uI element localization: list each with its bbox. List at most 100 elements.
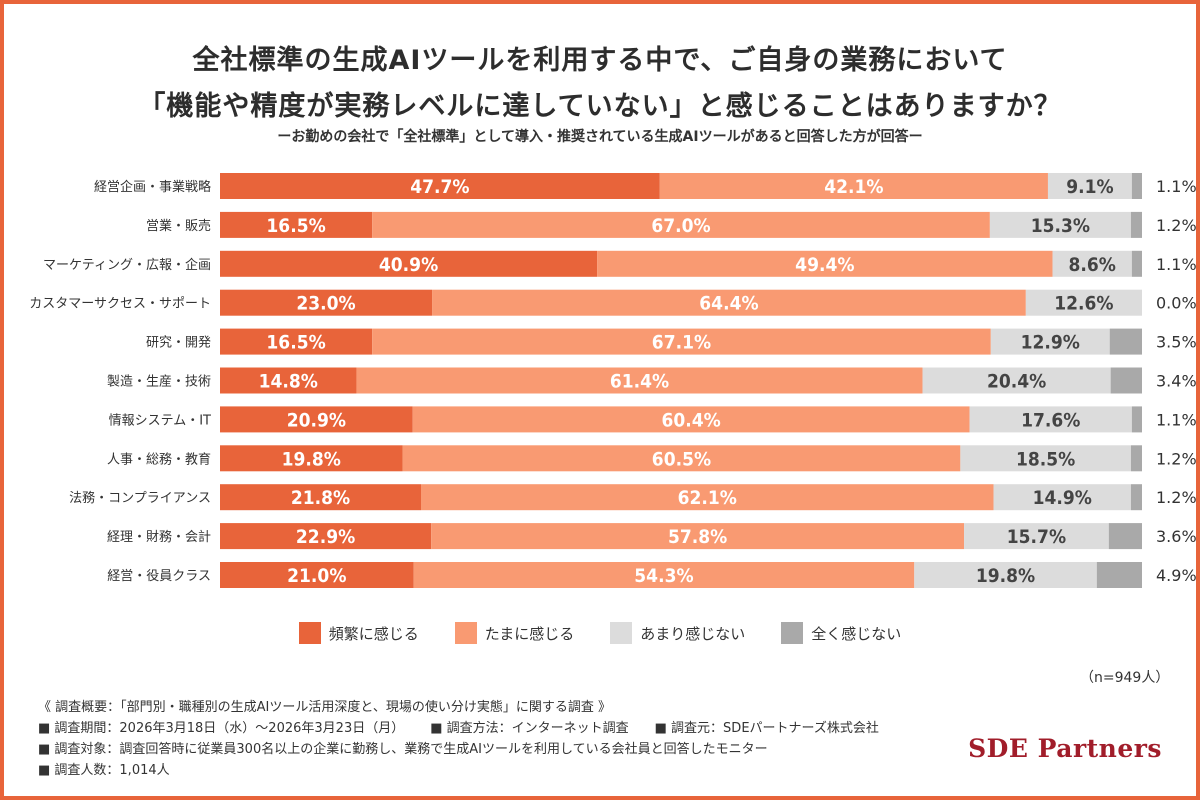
bar-segment <box>220 367 357 394</box>
bar-segment <box>990 328 1110 355</box>
bar-segment <box>420 484 994 511</box>
data-label: 57.8% <box>668 526 727 548</box>
bar-segment <box>993 484 1131 511</box>
bar-segment <box>220 250 598 277</box>
data-label: 4.9% <box>1156 566 1197 585</box>
legend-swatch <box>298 622 321 644</box>
bar-segment <box>220 523 432 550</box>
bar-segment <box>964 523 1109 550</box>
category-label: 経営・役員クラス <box>107 569 211 584</box>
bar-segment <box>960 445 1131 472</box>
category-label: 研究・開発 <box>146 336 211 351</box>
legend-swatch <box>781 622 804 644</box>
chart-title-line2: 「機能や精度が実務レベルに達していない」と感じることはありますか？ <box>138 91 1062 122</box>
data-label: 21.8% <box>291 487 350 509</box>
bar-segment <box>1110 367 1142 394</box>
data-label: 60.5% <box>652 448 711 470</box>
data-label: 16.5% <box>266 332 325 354</box>
bar-segment <box>1052 250 1132 277</box>
data-label: 16.5% <box>266 215 325 237</box>
bar-segment <box>1047 173 1132 199</box>
data-label: 47.7% <box>410 176 469 198</box>
bar-segment <box>402 445 961 472</box>
data-label: 0.0% <box>1156 294 1197 313</box>
survey-overview: 《 調査概要：「部門別・職種別の生成AIツール活用深度と、現場の使い分け実態」に… <box>38 697 879 781</box>
data-label: 20.9% <box>287 409 346 431</box>
data-label: 54.3% <box>634 565 693 587</box>
data-label: 17.6% <box>1021 409 1080 431</box>
data-label: 60.4% <box>661 409 720 431</box>
bar-segment <box>914 562 1097 588</box>
bar-segment <box>1096 562 1142 588</box>
category-label: マーケティング・広報・企画 <box>43 257 211 273</box>
data-label: 1.2% <box>1156 488 1197 507</box>
bar-segment <box>1131 406 1142 433</box>
category-label: 情報システム・IT <box>109 413 211 428</box>
data-label: 1.2% <box>1156 216 1197 235</box>
bar-segment <box>220 173 660 199</box>
company-logo: SDE Partners <box>968 734 1162 763</box>
category-label: 法務・コンプライアンス <box>69 491 211 506</box>
data-label: 20.4% <box>987 371 1046 393</box>
category-label: 製造・生産・技術 <box>107 374 211 390</box>
data-label: 1.2% <box>1156 449 1197 468</box>
bar-segment <box>1108 523 1142 550</box>
survey-count: ■ 調査人数：1,014人 <box>38 763 170 778</box>
legend-swatch <box>610 622 633 644</box>
bar-segment <box>432 289 1026 316</box>
survey-method: ■ 調査方法：インターネット調査 <box>430 721 629 736</box>
bar-segment <box>1130 445 1142 472</box>
legend-label: たまに感じる <box>484 624 575 643</box>
legend-label: 全く感じない <box>811 624 902 643</box>
legend-label: あまり感じない <box>640 624 746 643</box>
bar-segment <box>220 289 433 316</box>
bar-segment <box>431 523 965 550</box>
bar-segment <box>1025 289 1142 316</box>
bar-segment <box>1131 173 1142 199</box>
survey-method-row: ■ 調査期間：2026年3月18日（水）〜2026年3月23日（月） ■ 調査方法… <box>38 718 879 739</box>
bar-segment <box>413 562 915 588</box>
data-label: 22.9% <box>296 526 355 548</box>
sample-size-label: （n=949人） <box>1080 670 1170 686</box>
data-label: 3.5% <box>1156 333 1197 352</box>
category-label: 経営企画・事業戦略 <box>94 179 211 195</box>
data-label: 1.1% <box>1156 255 1197 274</box>
data-label: 3.4% <box>1156 372 1197 391</box>
data-label: 12.9% <box>1021 332 1080 354</box>
bar-segment <box>597 250 1053 277</box>
data-label: 12.6% <box>1054 293 1113 315</box>
category-label: 営業・販売 <box>146 218 211 234</box>
data-label: 18.5% <box>1016 448 1075 470</box>
bar-segment <box>1131 250 1142 277</box>
stacked-bar-chart: 経営企画・事業戦略 47.7% 42.1% 9.1% 1.1% 営業・販売 16.5% 67.… <box>29 173 1197 588</box>
data-label: 1.1% <box>1156 177 1197 196</box>
bar-segment <box>969 406 1132 433</box>
data-label: 1.1% <box>1156 410 1197 429</box>
chart-legend: 頻繁に感じる たまに感じる あまり感じない 全く感じない <box>0 622 1200 644</box>
data-label: 3.6% <box>1156 527 1197 546</box>
bar-segment <box>412 406 970 433</box>
data-label: 9.1% <box>1066 176 1113 198</box>
legend-swatch <box>454 622 477 644</box>
bar-segment <box>220 562 414 588</box>
bar-segment <box>220 211 373 238</box>
data-label: 14.9% <box>1033 487 1092 509</box>
data-label: 8.6% <box>1069 254 1116 276</box>
bar-segment <box>220 445 403 472</box>
legend-item: あまり感じない <box>610 622 745 644</box>
data-label: 67.0% <box>651 215 710 237</box>
bar-segment <box>372 328 991 355</box>
survey-target: ■ 調査対象：調査回答時に従業員300名以上の企業に勤務し、業務で生成AIツール… <box>38 742 768 757</box>
survey-source: ■ 調査元：SDEパートナーズ株式会社 <box>654 721 879 736</box>
bar-segment <box>922 367 1111 394</box>
chart-title: 全社標準の生成AIツールを利用する中で、ご自身の業務において <box>192 45 1008 76</box>
category-label: カスタマーサクセス・サポート <box>29 297 211 312</box>
bar-segment <box>220 406 413 433</box>
legend-label: 頻繁に感じる <box>328 624 419 643</box>
data-label: 19.8% <box>282 448 341 470</box>
data-label: 21.0% <box>287 565 346 587</box>
data-label: 42.1% <box>824 176 883 198</box>
bar-segment <box>356 367 923 394</box>
legend-item: たまに感じる <box>454 622 575 644</box>
